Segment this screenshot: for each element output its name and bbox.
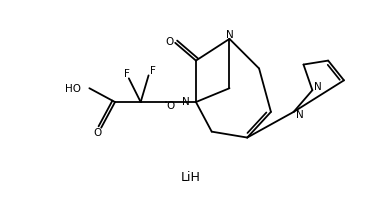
Text: N: N	[182, 97, 190, 107]
Text: O: O	[165, 37, 173, 47]
Text: N: N	[296, 110, 303, 120]
Text: LiH: LiH	[181, 171, 201, 184]
Text: HO: HO	[65, 84, 81, 94]
Text: N: N	[226, 30, 233, 40]
Text: F: F	[124, 70, 130, 79]
Text: O: O	[166, 101, 175, 111]
Text: F: F	[150, 66, 155, 76]
Text: O: O	[93, 128, 101, 138]
Text: N: N	[314, 82, 322, 92]
